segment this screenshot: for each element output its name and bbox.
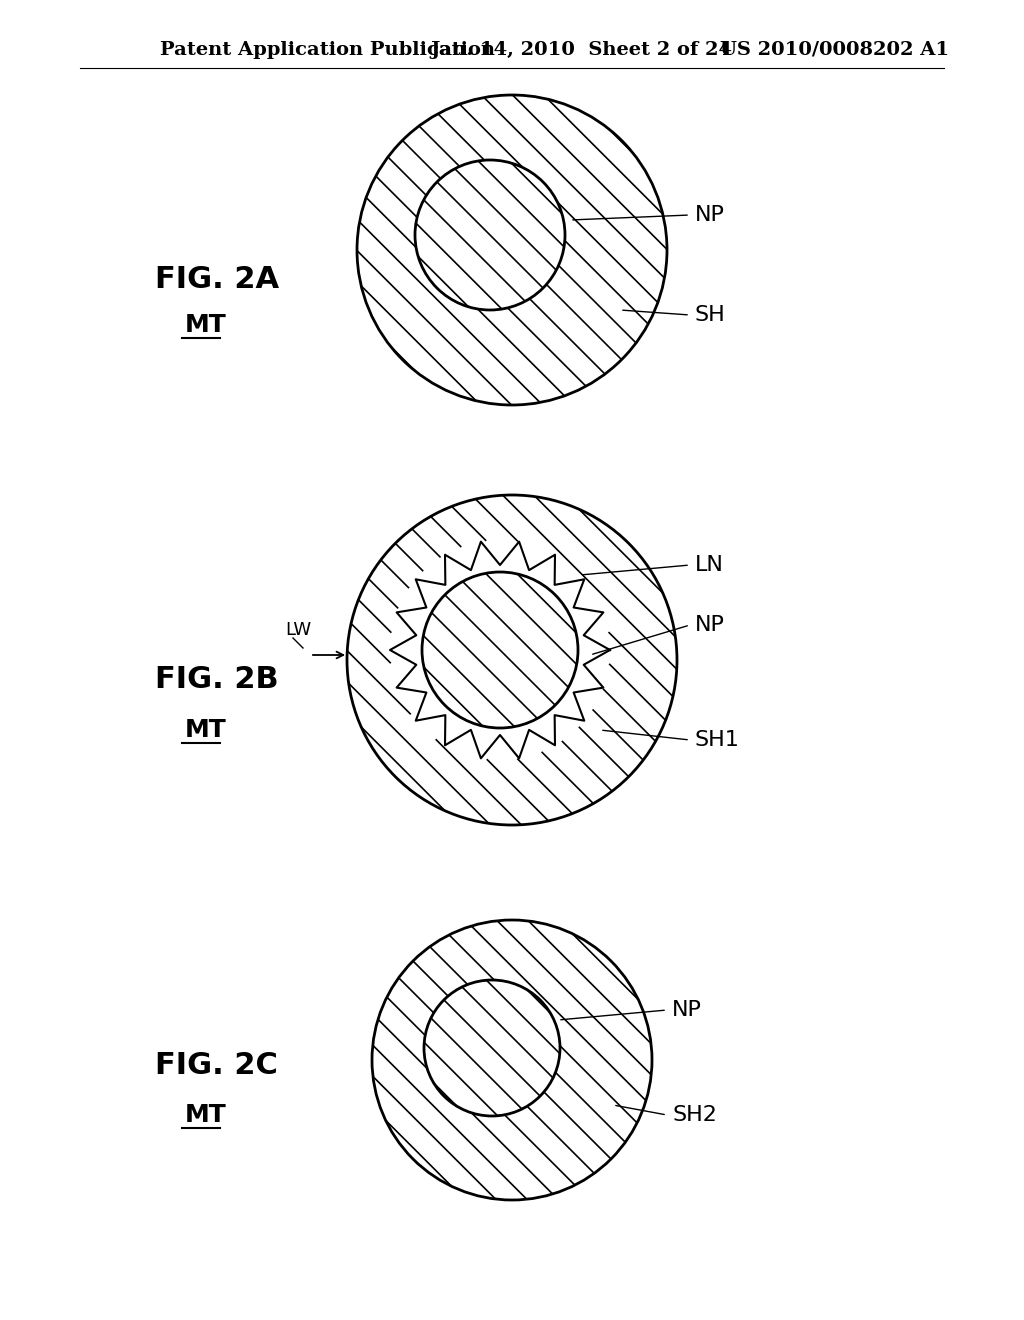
Text: NP: NP (695, 615, 725, 635)
Text: FIG. 2C: FIG. 2C (155, 1051, 278, 1080)
Text: FIG. 2B: FIG. 2B (155, 665, 279, 694)
Text: SH: SH (695, 305, 726, 325)
Text: NP: NP (695, 205, 725, 224)
Text: MT: MT (185, 1104, 226, 1127)
Text: SH2: SH2 (672, 1105, 717, 1125)
Text: MT: MT (185, 313, 226, 337)
Text: SH1: SH1 (695, 730, 740, 750)
Text: FIG. 2A: FIG. 2A (155, 265, 280, 294)
Text: US 2010/0008202 A1: US 2010/0008202 A1 (720, 41, 949, 59)
Text: NP: NP (672, 1001, 701, 1020)
Text: Jan. 14, 2010  Sheet 2 of 24: Jan. 14, 2010 Sheet 2 of 24 (430, 41, 732, 59)
Text: LN: LN (695, 554, 724, 576)
Text: Patent Application Publication: Patent Application Publication (160, 41, 495, 59)
Text: MT: MT (185, 718, 226, 742)
Text: LW: LW (285, 620, 311, 639)
